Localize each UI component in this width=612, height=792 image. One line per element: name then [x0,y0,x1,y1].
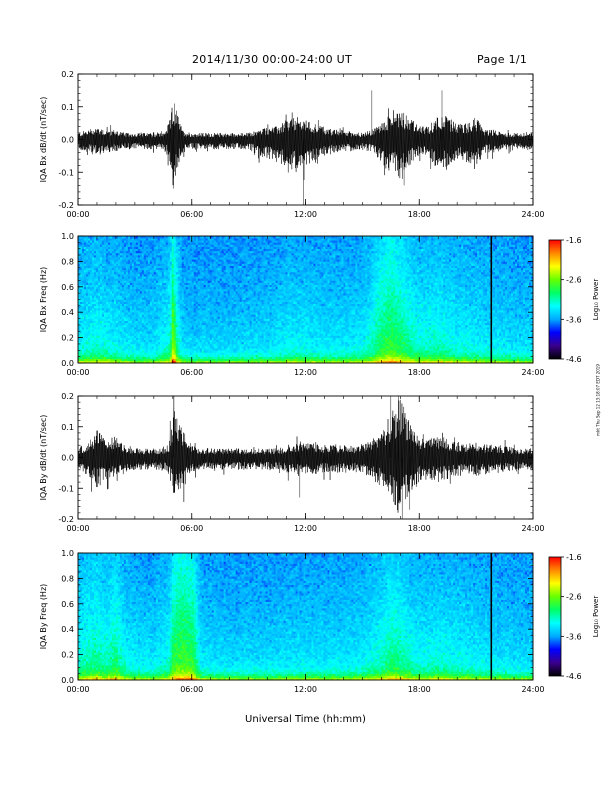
x-tick-label-3-4: 24:00 [521,685,544,694]
x-tick-label-0-4: 24:00 [521,210,544,219]
x-tick-label-2-3: 18:00 [408,524,431,533]
x-tick-label-1-2: 12:00 [294,368,317,377]
y-tick-label-0-1: 0.1 [61,103,74,112]
y-tick-label-2-1: 0.1 [61,423,74,432]
x-tick-label-3-2: 12:00 [294,685,317,694]
y-tick-label-2-3: -0.1 [58,484,74,493]
colorbar-tick-label-1-1: -2.6 [566,276,582,285]
y-tick-label-3-0: 1.0 [61,549,74,558]
y-tick-label-1-5: 0.0 [61,359,74,368]
colorbar-1 [549,240,561,359]
x-tick-label-2-1: 06:00 [180,524,203,533]
y-tick-label-0-0: 0.2 [61,70,74,79]
colorbar-tick-label-3-3: -4.6 [566,672,582,681]
y-tick-label-1-2: 0.6 [61,283,74,292]
colorbar-tick-label-1-3: -4.6 [566,355,582,364]
spectrogram-1 [78,236,533,363]
x-tick-label-2-0: 00:00 [66,524,89,533]
y-tick-label-3-3: 0.4 [61,625,74,634]
x-tick-label-0-1: 06:00 [180,210,203,219]
y-axis-label-0: IQA Bx dB/dt (nT/sec) [39,97,48,183]
y-axis-label-3: IQA By Freq (Hz) [39,584,48,650]
y-tick-label-0-3: -0.1 [58,168,74,177]
colorbar-label-1: Log₁₀ Power [592,279,600,321]
x-tick-label-3-3: 18:00 [408,685,431,694]
x-tick-label-1-3: 18:00 [408,368,431,377]
y-tick-label-0-2: 0.0 [61,136,74,145]
colorbar-tick-label-3-2: -3.6 [566,632,582,641]
magnetometer-figure: 0.2 0.1 0.0 -0.1 -0.2 IQA Bx dB/dt (nT/sec) 00… [0,0,612,792]
y-tick-label-0-4: -0.2 [58,201,74,210]
x-tick-label-0-2: 12:00 [294,210,317,219]
y-axis-label-2: IQA By dB/dt (nT/sec) [39,415,48,501]
y-tick-label-3-4: 0.2 [61,651,74,660]
dbdt-trace-0 [78,90,533,205]
x-tick-label-3-1: 06:00 [180,685,203,694]
x-tick-label-1-1: 06:00 [180,368,203,377]
x-tick-label-3-0: 00:00 [66,685,89,694]
x-axis-label: Universal Time (hh:mm) [245,714,366,725]
spectrogram-3 [78,553,533,680]
x-tick-label-0-3: 18:00 [408,210,431,219]
colorbar-3 [549,557,561,676]
y-axis-label-1: IQA Bx Freq (Hz) [39,267,48,333]
x-tick-label-2-4: 24:00 [521,524,544,533]
x-tick-label-1-4: 24:00 [521,368,544,377]
dbdt-trace-2 [78,396,533,519]
y-tick-label-2-0: 0.2 [61,392,74,401]
y-tick-label-3-5: 0.0 [61,676,74,685]
y-tick-label-2-2: 0.0 [61,454,74,463]
y-tick-label-1-0: 1.0 [61,232,74,241]
colorbar-tick-label-3-0: -1.6 [566,553,582,562]
y-tick-label-2-4: -0.2 [58,515,74,524]
colorbar-tick-label-1-2: -3.6 [566,315,582,324]
y-tick-label-1-1: 0.8 [61,257,74,266]
y-tick-label-3-2: 0.6 [61,600,74,609]
x-tick-label-2-2: 12:00 [294,524,317,533]
colorbar-label-3: Log₁₀ Power [592,596,600,638]
y-tick-label-1-4: 0.2 [61,334,74,343]
y-tick-label-3-1: 0.8 [61,574,74,583]
x-tick-label-0-0: 00:00 [66,210,89,219]
colorbar-tick-label-1-0: -1.6 [566,236,582,245]
x-tick-label-1-0: 00:00 [66,368,89,377]
y-tick-label-1-3: 0.4 [61,308,74,317]
colorbar-tick-label-3-1: -2.6 [566,593,582,602]
